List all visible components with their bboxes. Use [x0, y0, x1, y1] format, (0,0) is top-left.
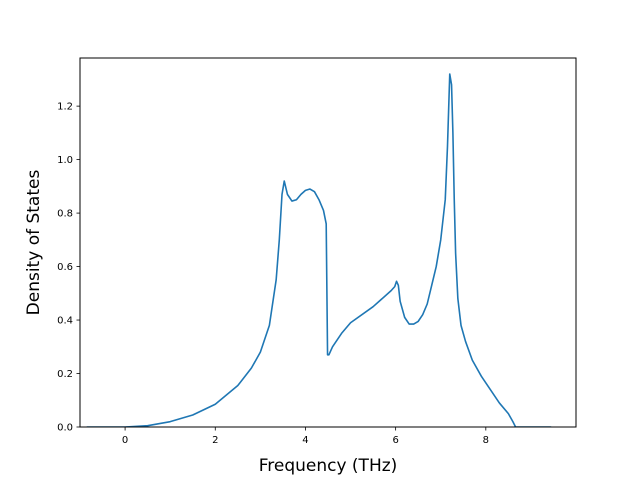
y-tick-label: 0.4	[57, 316, 73, 327]
y-tick-label: 0.0	[57, 423, 73, 434]
x-axis-label: Frequency (THz)	[259, 456, 398, 476]
x-axis-ticks: 0 2 4 6 8	[122, 427, 489, 446]
x-tick-label: 6	[392, 435, 398, 446]
plot-area	[86, 73, 552, 427]
x-tick-label: 4	[302, 435, 308, 446]
x-tick-label: 8	[483, 435, 489, 446]
y-tick-label: 1.2	[57, 102, 73, 113]
x-tick-label: 0	[122, 435, 128, 446]
x-tick-label: 2	[212, 435, 218, 446]
y-tick-label: 1.0	[57, 155, 73, 166]
y-tick-label: 0.8	[57, 209, 73, 220]
axes-frame	[79, 57, 577, 428]
y-tick-label: 0.6	[57, 262, 73, 273]
y-axis-label: Density of States	[24, 170, 44, 316]
y-tick-label: 0.2	[57, 369, 73, 380]
series-line-0	[86, 73, 552, 427]
y-axis-ticks: 0.0 0.2 0.4 0.6 0.8 1.0 1.2	[57, 102, 80, 434]
